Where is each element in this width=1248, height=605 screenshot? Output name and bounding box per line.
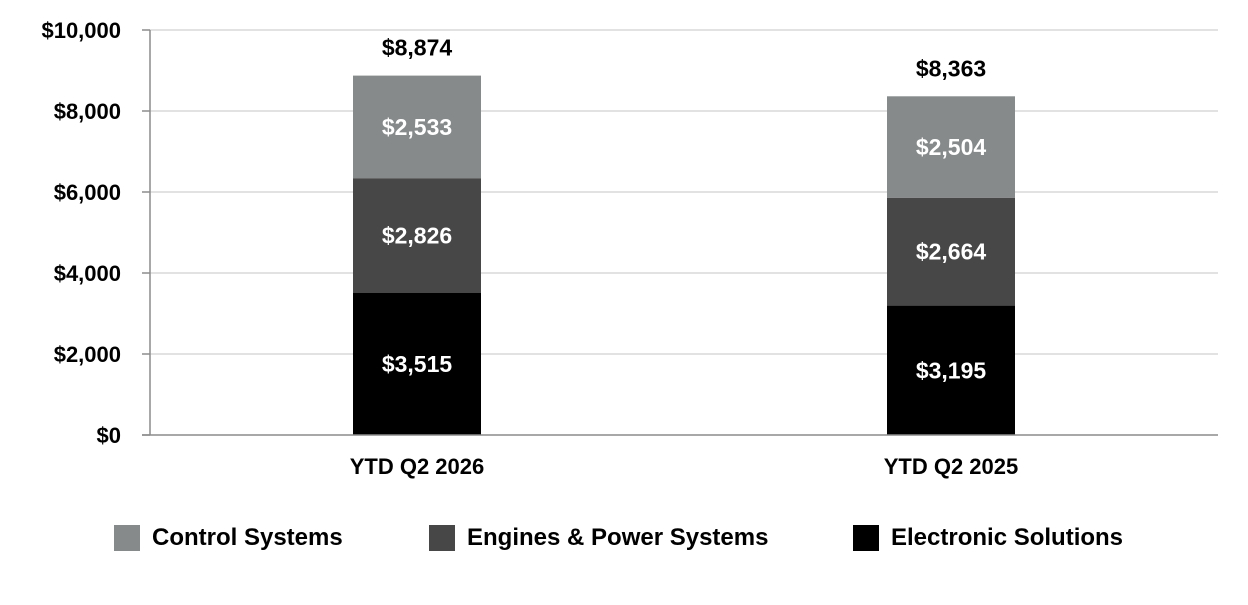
x-category-label: YTD Q2 2026 — [350, 454, 485, 479]
bar-segment — [887, 197, 1015, 306]
bar-segment — [887, 305, 1015, 435]
bar-segment — [353, 75, 481, 179]
bar-segment-label: $2,504 — [916, 134, 987, 160]
legend-swatch-electronic-solutions — [853, 525, 879, 551]
y-tick-label: $6,000 — [54, 180, 121, 205]
legend-label-engines-power-systems: Engines & Power Systems — [467, 524, 769, 551]
bar-segment — [353, 178, 481, 293]
legend-item-control-systems: Control Systems — [114, 518, 343, 558]
legend-swatch-engines-power-systems — [429, 525, 455, 551]
legend-item-engines-power-systems: Engines & Power Systems — [429, 518, 768, 558]
legend-item-electronic-solutions: Electronic Solutions — [853, 518, 1123, 558]
y-tick-label: $4,000 — [54, 261, 121, 286]
legend-label-electronic-solutions: Electronic Solutions — [891, 524, 1124, 551]
y-tick-label: $0 — [97, 423, 121, 448]
y-tick-label: $2,000 — [54, 342, 121, 367]
bar-total-label: $8,874 — [382, 35, 453, 61]
bar-segment — [353, 292, 481, 435]
legend-label-control-systems: Control Systems — [152, 524, 343, 551]
y-tick-label: $10,000 — [41, 18, 121, 43]
bar-segment — [887, 96, 1015, 198]
bar-segment-label: $3,515 — [382, 351, 453, 377]
y-tick-label: $8,000 — [54, 99, 121, 124]
bar-segment-label: $3,195 — [916, 357, 987, 383]
bar-segment-label: $2,533 — [382, 114, 452, 140]
bar-total-label: $8,363 — [916, 55, 986, 81]
bar-segment-label: $2,826 — [382, 222, 452, 248]
x-category-label: YTD Q2 2025 — [884, 454, 1019, 479]
legend-swatch-control-systems — [114, 525, 140, 551]
chart-legend: Control Systems Engines & Power Systems … — [0, 518, 1248, 558]
bar-segment-label: $2,664 — [916, 239, 987, 265]
